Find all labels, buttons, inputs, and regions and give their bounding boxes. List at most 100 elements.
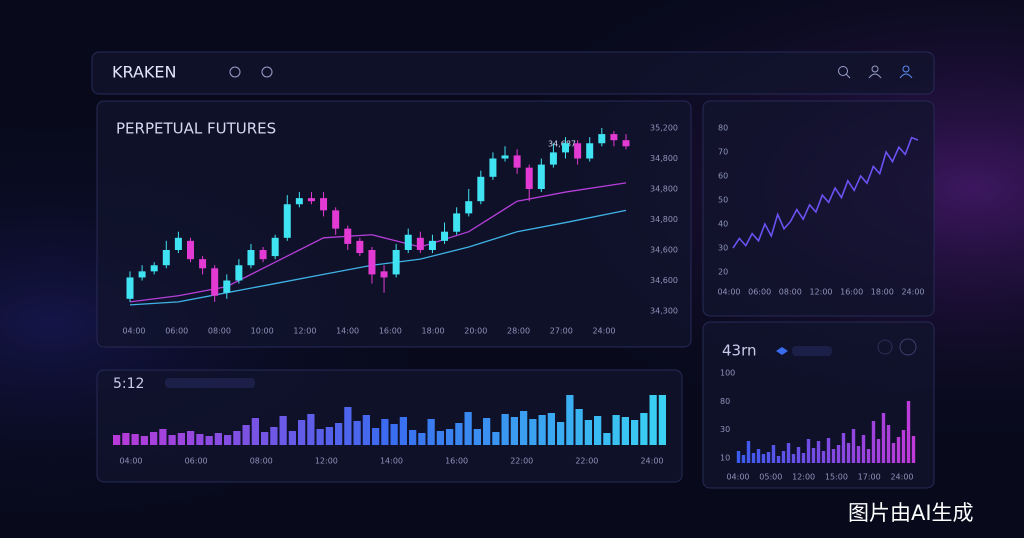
volume-bar [168,435,176,445]
x-axis-label: 24:00 [592,327,615,336]
candle-body [307,198,315,202]
search-icon[interactable] [838,66,851,79]
bar [846,443,851,463]
bar [881,413,886,463]
candle-body [162,250,170,266]
y-axis-label: 30 [720,425,730,434]
volume-bar [205,436,213,445]
bar [756,449,761,463]
x-axis-label: 08:00 [208,327,231,336]
x-axis-label: 28:00 [507,327,530,336]
volume-bar [307,414,315,445]
candle-body [344,228,352,244]
volume-bar [584,420,592,445]
volume-bar [649,395,657,445]
volume-bar [298,420,306,445]
x-axis-label: 24:00 [640,457,663,466]
x-axis-label: 14:00 [380,457,403,466]
volume-bar [464,412,472,445]
candle-body [174,237,182,250]
volume-bar [557,422,565,445]
volume-bar [362,415,370,445]
x-axis-label: 12:00 [792,473,815,482]
bar [836,445,841,463]
candle-body [428,240,436,250]
candle-body [332,210,340,229]
candle-body [138,271,146,278]
volume-bar [621,417,629,445]
bar [741,455,746,463]
volume-bar [214,433,222,445]
bar [856,446,861,463]
bar [766,452,771,463]
candle-body [356,240,364,254]
account-icon[interactable] [899,65,913,79]
volume-bar [658,395,666,445]
bar [886,425,891,463]
volume-bar [520,411,528,445]
volume-bar [390,424,398,445]
bar [861,435,866,463]
y-axis-label: 34,800 [650,154,678,163]
x-axis-label: 12:00 [315,457,338,466]
volume-bar [510,417,518,445]
volume-bar [353,421,361,445]
line-panel [702,100,935,317]
volume-bar [251,418,259,445]
x-axis-label: 06:00 [165,327,188,336]
y-axis-label: 80 [720,397,730,406]
volume-bar [501,414,509,445]
x-axis-label: 18:00 [871,288,894,297]
x-axis-label: 16:00 [445,457,468,466]
bar [781,451,786,463]
x-axis-label: 27:00 [550,327,573,336]
candle-body [199,259,207,269]
x-axis-label: 18:00 [422,327,445,336]
volume-bar [575,409,583,445]
volume-bar [270,427,278,445]
volume-bar [538,415,546,445]
volume-bar [492,432,500,445]
volume-bar [381,419,389,445]
price-line [732,136,919,249]
volume-bar [187,431,195,445]
volume-bar [122,433,130,445]
price-label: 34,687 [548,140,576,149]
x-axis-label: 12:00 [293,327,316,336]
x-axis-label: 06:00 [748,288,771,297]
volume-bar [427,419,435,445]
bar [891,443,896,463]
candle-body [259,250,267,260]
toggle-icon[interactable] [877,339,893,355]
volume-bar [196,434,204,445]
y-axis-label: 100 [720,369,735,378]
volume-bar [483,418,491,445]
bar [776,456,781,463]
toggle-icon[interactable] [899,338,917,356]
nav-icon[interactable] [229,66,241,78]
y-axis-label: 34,800 [650,185,678,194]
x-axis-label: 17:00 [858,473,881,482]
bar [911,436,916,463]
volume-bar [279,416,287,445]
bar [796,447,801,463]
volume-bar [529,419,537,445]
bar [761,454,766,463]
panel-label: 43rn [722,342,757,360]
user-icon[interactable] [868,65,882,79]
volume-bar [436,431,444,445]
candle-body [525,167,533,189]
x-axis-label: 22:00 [510,457,533,466]
volume-bar [446,429,454,445]
candle-body [271,237,279,257]
candle-body [211,268,219,296]
volume-bar [233,431,241,445]
bar [851,429,856,463]
y-tick-label: 50 [718,196,728,205]
top-bar [91,51,935,95]
bar [906,401,911,463]
y-tick-label: 20 [718,268,728,277]
nav-icon[interactable] [261,66,273,78]
candle-body [562,143,570,153]
